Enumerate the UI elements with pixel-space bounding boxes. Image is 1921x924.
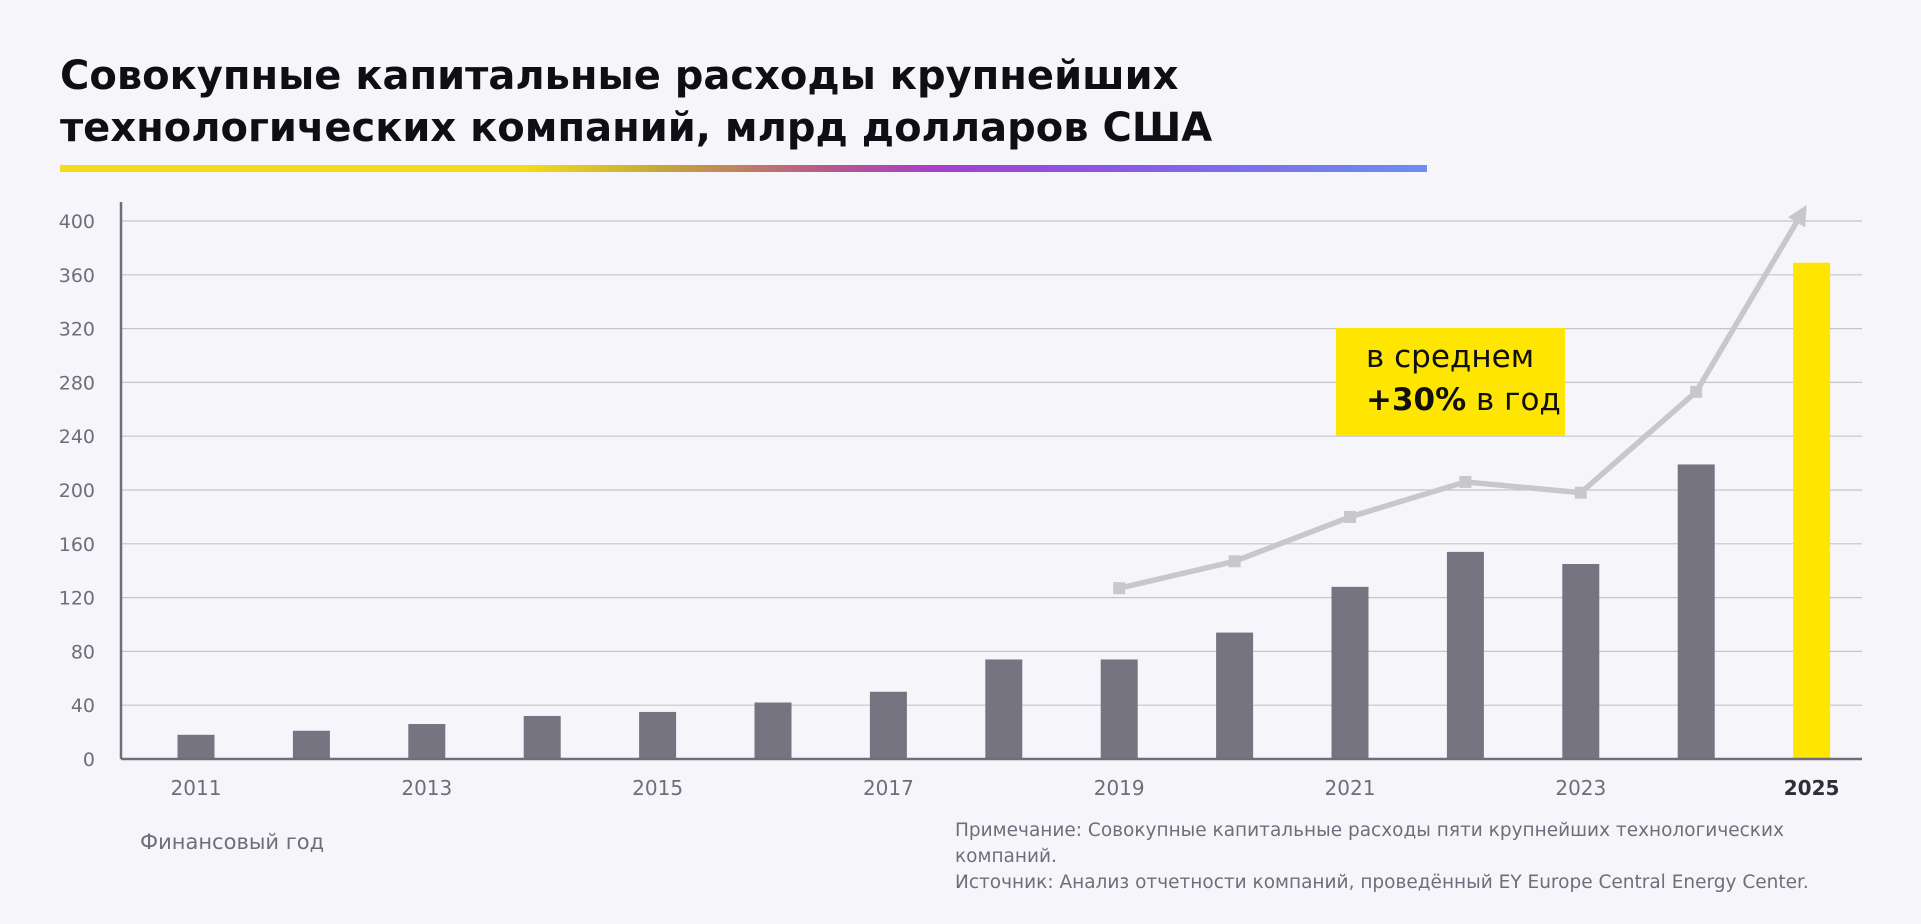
trend-marker (1344, 510, 1356, 523)
x-tick-label: 2017 (863, 776, 914, 800)
y-tick-label: 400 (59, 211, 95, 233)
y-tick-label: 80 (71, 641, 95, 663)
y-tick-label: 200 (59, 480, 95, 502)
bar (1677, 464, 1715, 759)
footnote: Примечание: Совокупные капитальные расхо… (955, 818, 1885, 896)
x-axis-label: Финансовый год (140, 830, 325, 854)
y-tick-label: 320 (59, 319, 95, 341)
trend-marker (1228, 555, 1241, 568)
trend-arrowhead (1787, 205, 1807, 228)
x-tick-label: 2019 (1094, 776, 1145, 800)
trend-line (1113, 205, 1807, 595)
x-tick-label: 2013 (401, 776, 452, 800)
bar (639, 711, 677, 759)
gridlines (121, 220, 1862, 706)
axes (119, 202, 1862, 761)
bar (523, 715, 561, 759)
x-axis-ticks: 2011 2013 2015 2017 2019 2021 2023 2025 (171, 776, 1840, 800)
x-tick-label: 2025 (1784, 776, 1840, 800)
footnote-source: Источник: Анализ отчетности компаний, пр… (955, 872, 1809, 893)
callout-line1: в среднем (1366, 339, 1535, 375)
bar (1216, 632, 1254, 759)
bar (1446, 551, 1484, 759)
bar (985, 659, 1023, 759)
x-tick-label: 2011 (171, 776, 222, 800)
y-tick-label: 160 (59, 534, 95, 556)
x-tick-label: 2015 (632, 776, 683, 800)
y-tick-label: 120 (59, 588, 95, 610)
y-tick-label: 240 (59, 426, 95, 448)
y-tick-label: 40 (71, 695, 95, 717)
bar (1331, 586, 1369, 759)
trend-marker (1690, 385, 1703, 398)
bars (177, 262, 1831, 759)
callout-growth-value: +30% (1366, 382, 1467, 418)
y-tick-label: 360 (59, 265, 95, 287)
bar (177, 734, 215, 759)
x-tick-label: 2023 (1555, 776, 1606, 800)
y-axis-ticks: 0 40 80 120 160 200 240 280 320 360 400 (59, 211, 95, 771)
callout-growth-unit: в год (1466, 382, 1561, 418)
title-gradient-underline (60, 165, 1427, 172)
callout-line2: +30% в год (1366, 379, 1565, 422)
x-tick-label: 2021 (1325, 776, 1376, 800)
footnote-note: Примечание: Совокупные капитальные расхо… (955, 820, 1784, 867)
bar (1100, 659, 1138, 759)
trend-marker (1459, 475, 1472, 488)
bar-highlight (1793, 262, 1831, 759)
bar (1562, 563, 1600, 759)
bar (869, 691, 907, 759)
y-tick-label: 280 (59, 372, 95, 394)
chart-title: Совокупные капитальные расходы крупнейши… (60, 53, 1213, 151)
trend-marker (1574, 486, 1587, 499)
bar (292, 730, 330, 759)
bar (408, 724, 446, 759)
y-tick-label: 0 (83, 749, 95, 771)
growth-callout: в среднем +30% в год (1336, 328, 1565, 436)
trend-marker (1113, 582, 1126, 595)
bar (754, 702, 792, 759)
